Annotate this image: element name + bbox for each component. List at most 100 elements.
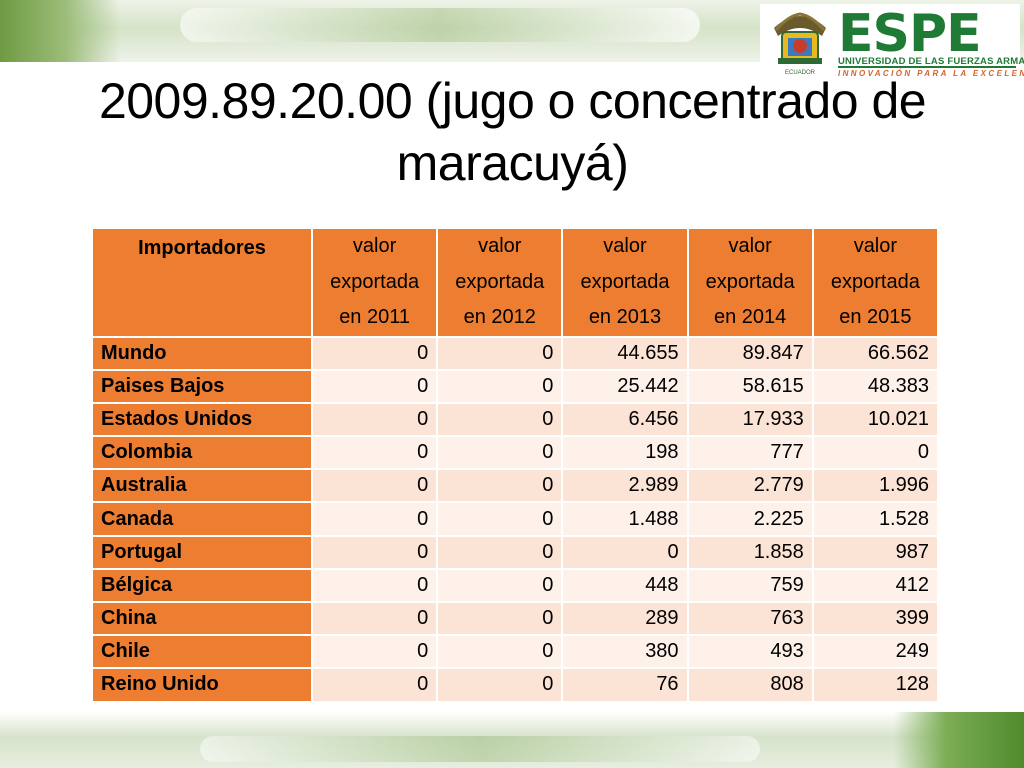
value-cell: 0 (310, 667, 439, 703)
country-cell: Mundo (91, 335, 313, 371)
value-cell: 48.383 (811, 368, 940, 404)
value-cell: 0 (310, 534, 439, 570)
value-cell: 0 (436, 401, 564, 438)
country-cell: Australia (91, 468, 313, 504)
value-cell: 1.528 (811, 501, 940, 537)
value-cell: 1.488 (561, 501, 689, 537)
value-cell: 0 (310, 468, 439, 504)
country-cell: Reino Unido (91, 667, 313, 703)
value-cell: 2.989 (561, 468, 689, 504)
table-body: Mundo 0 0 44.655 89.847 66.562 Paises Bajos 0 0 2… (91, 335, 940, 703)
value-cell: 1.858 (686, 534, 814, 570)
logo-tagline: INNOVACIÓN PARA LA EXCELENCIA (838, 69, 1024, 78)
value-cell: 0 (310, 634, 439, 670)
header-text: en 2013 (588, 306, 662, 328)
country-cell: China (91, 600, 313, 637)
table-row: Mundo 0 0 44.655 89.847 66.562 (91, 335, 940, 371)
value-cell: 289 (561, 600, 689, 637)
value-cell: 76 (561, 667, 689, 703)
table-row: Colombia 0 0 198 777 0 (91, 435, 940, 471)
table-row: Chile 0 0 380 493 249 (91, 634, 940, 670)
header-text: valor (603, 235, 647, 257)
value-cell: 17.933 (686, 401, 814, 438)
logo-divider (838, 66, 1016, 68)
value-cell: 412 (811, 567, 940, 604)
value-cell: 0 (436, 468, 564, 504)
value-cell: 0 (561, 534, 689, 570)
country-cell: Canada (91, 501, 313, 537)
header-text: exportada (330, 270, 420, 293)
value-cell: 249 (811, 634, 940, 670)
country-cell: Estados Unidos (91, 401, 313, 438)
value-cell: 987 (811, 534, 940, 570)
header-text: valor (352, 235, 397, 257)
header-year-column: valor exportada en 2011 (310, 227, 439, 338)
value-cell: 89.847 (686, 335, 814, 371)
header-text: en 2012 (463, 306, 536, 328)
header-text: Importadores (138, 237, 266, 259)
value-cell: 0 (310, 435, 439, 471)
value-cell: 380 (561, 634, 689, 670)
value-cell: 808 (686, 667, 814, 703)
value-cell: 0 (310, 567, 439, 604)
country-cell: Bélgica (91, 567, 313, 604)
value-cell: 44.655 (561, 335, 689, 371)
table-row: Australia 0 0 2.989 2.779 1.996 (91, 468, 940, 504)
espe-logo: ECUADOR ESPE UNIVERSIDAD DE LAS FUERZAS … (760, 4, 1024, 80)
logo-university-name: UNIVERSIDAD DE LAS FUERZAS ARMADAS (838, 56, 1024, 67)
value-cell: 0 (436, 534, 564, 570)
value-cell: 0 (436, 667, 564, 703)
value-cell: 66.562 (811, 335, 940, 371)
value-cell: 0 (310, 600, 439, 637)
header-year-column: valor exportada en 2015 (811, 227, 940, 338)
value-cell: 0 (811, 435, 940, 471)
slide-title: 2009.89.20.00 (jugo o concentrado de mar… (98, 73, 927, 191)
header-text: exportada (455, 270, 545, 293)
bottom-decorative-band (0, 712, 1024, 768)
value-cell: 0 (310, 401, 439, 438)
header-importadores: Importadores (91, 227, 313, 338)
header-text: en 2015 (839, 306, 912, 328)
value-cell: 493 (686, 634, 814, 670)
country-cell: Chile (91, 634, 313, 670)
value-cell: 10.021 (811, 401, 940, 438)
value-cell: 759 (686, 567, 814, 604)
header-text: valor (478, 235, 522, 257)
table-row: Paises Bajos 0 0 25.442 58.615 48.383 (91, 368, 940, 404)
table-row: Reino Unido 0 0 76 808 128 (91, 667, 940, 703)
table-row: Canada 0 0 1.488 2.225 1.528 (91, 501, 940, 537)
value-cell: 25.442 (561, 368, 689, 404)
table-header-row: Importadores valor exportada en 2011 valor ex… (91, 227, 940, 338)
header-year-column: valor exportada en 2014 (686, 227, 814, 338)
header-text: valor (853, 235, 898, 257)
value-cell: 128 (811, 667, 940, 703)
value-cell: 0 (310, 501, 439, 537)
country-cell: Portugal (91, 534, 313, 570)
value-cell: 6.456 (561, 401, 689, 438)
value-cell: 0 (436, 567, 564, 604)
table-row: Estados Unidos 0 0 6.456 17.933 10.021 (91, 401, 940, 438)
value-cell: 399 (811, 600, 940, 637)
value-cell: 0 (436, 368, 564, 404)
value-cell: 777 (686, 435, 814, 471)
header-text: valor (728, 235, 772, 257)
importers-table: Importadores valor exportada en 2011 valor ex… (91, 227, 940, 703)
svg-text:ECUADOR: ECUADOR (785, 70, 816, 76)
table-row: China 0 0 289 763 399 (91, 600, 940, 637)
country-cell: Paises Bajos (91, 368, 313, 404)
university-seal-icon: ECUADOR (774, 12, 826, 76)
header-text: exportada (705, 270, 795, 293)
value-cell: 0 (436, 501, 564, 537)
value-cell: 0 (310, 335, 439, 371)
header-year-column: valor exportada en 2013 (561, 227, 689, 338)
value-cell: 1.996 (811, 468, 940, 504)
value-cell: 0 (436, 600, 564, 637)
country-cell: Colombia (91, 435, 313, 471)
table-row: Portugal 0 0 0 1.858 987 (91, 534, 940, 570)
value-cell: 763 (686, 600, 814, 637)
header-text: en 2011 (339, 306, 410, 328)
value-cell: 0 (310, 368, 439, 404)
logo-wordmark: ESPE (838, 4, 982, 64)
header-year-column: valor exportada en 2012 (436, 227, 564, 338)
header-text: exportada (580, 270, 670, 293)
